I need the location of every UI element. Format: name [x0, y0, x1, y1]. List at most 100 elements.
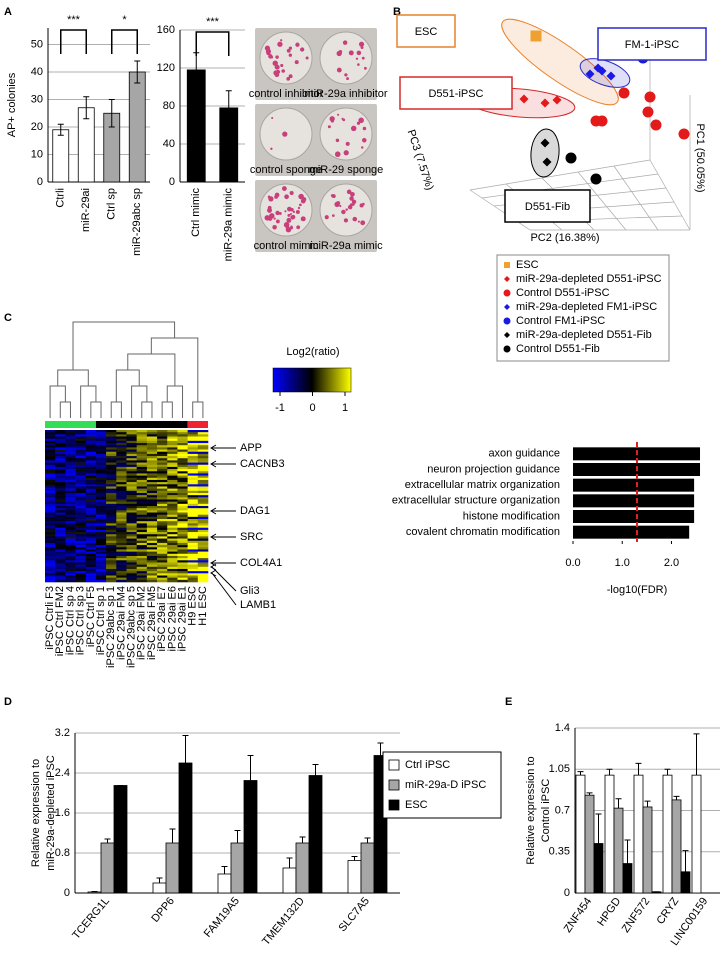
heatmap-cell [157, 577, 168, 581]
heatmap-cell [85, 430, 97, 433]
heatmap-cell [126, 495, 137, 498]
colony [267, 208, 272, 213]
heatmap-cell [187, 434, 199, 437]
heatmap-cell [157, 516, 168, 520]
heatmap-cell [106, 553, 117, 557]
heatmap-cell [197, 558, 209, 561]
colony [305, 56, 309, 60]
colony [360, 45, 364, 49]
heatmap-cell [116, 545, 127, 548]
heatmap-cell [65, 482, 76, 485]
heatmap-cell [177, 469, 188, 472]
heatmap-cell [146, 540, 158, 544]
heatmap-cell [177, 525, 188, 529]
heatmap-cell [106, 447, 117, 450]
heatmap-cell [85, 484, 97, 487]
colony [269, 213, 275, 219]
heatmap-cell [106, 475, 117, 479]
colony [336, 50, 342, 57]
gene-label: DAG1 [240, 505, 270, 517]
heatmap-cell [126, 529, 137, 533]
heatmap-cell [65, 551, 76, 555]
legend-label: ESC [516, 259, 539, 271]
heatmap-cell [55, 568, 66, 572]
heatmap-cell [116, 456, 127, 459]
colony [272, 224, 277, 230]
heatmap-cell [146, 549, 158, 552]
heatmap-cell [75, 492, 87, 496]
heatmap-cell [75, 549, 87, 552]
heatmap-cell [167, 560, 178, 563]
sample-label: H1 ESC [197, 586, 209, 626]
heatmap-cell [197, 471, 209, 474]
heatmap-cell [187, 523, 199, 526]
heatmap-cell [106, 560, 117, 563]
heatmap-cell [65, 479, 76, 483]
heatmap-cell [177, 445, 188, 448]
heatmap-cell [146, 440, 158, 444]
heatmap-cell [55, 519, 66, 522]
heatmap-cell [95, 551, 107, 555]
colony [288, 53, 292, 57]
heatmap-cell [65, 560, 76, 563]
heatmap-cell [106, 440, 117, 444]
bar [308, 775, 323, 894]
heatmap-cell [136, 577, 148, 581]
heatmap-cell [106, 449, 117, 453]
colony [349, 196, 354, 201]
heatmap-cell [106, 432, 117, 435]
heatmap-cell [197, 562, 209, 565]
heatmap-cell [45, 540, 56, 544]
heatmap-cell [197, 545, 209, 548]
colony [329, 116, 335, 122]
heatmap-cell [95, 575, 107, 578]
colony [362, 137, 367, 143]
heatmap-cell [167, 462, 178, 466]
heatmap-cell [167, 430, 178, 433]
y-tick-label: 1.4 [555, 722, 570, 734]
heatmap-cell [157, 551, 168, 555]
heatmap-cell [177, 449, 188, 453]
heatmap-cell [55, 573, 66, 576]
heatmap-cell [55, 503, 66, 507]
heatmap-cell [85, 547, 97, 550]
heatmap-cell [126, 558, 137, 561]
heatmap-cell [45, 534, 56, 537]
heatmap-cell [106, 519, 117, 522]
heatmap-cell [146, 512, 158, 515]
heatmap-cell [126, 492, 137, 496]
heatmap-cell [146, 492, 158, 496]
heatmap-cell [126, 449, 137, 453]
heatmap-cell [116, 566, 127, 570]
heatmap-cell [95, 523, 107, 526]
heatmap-cell [136, 432, 148, 435]
heatmap-cell [197, 519, 209, 522]
heatmap-cell [55, 542, 66, 546]
heatmap-cell [126, 516, 137, 520]
heatmap-cell [146, 447, 158, 450]
heatmap-cell [136, 436, 148, 439]
heatmap-cell [177, 456, 188, 459]
colony [268, 54, 273, 59]
heatmap-cell [167, 473, 178, 476]
heatmap-cell [65, 477, 76, 481]
heatmap-cell [116, 540, 127, 544]
heatmap-cell [187, 469, 199, 472]
heatmap-cell [167, 499, 178, 502]
legend-box [382, 751, 502, 819]
pca-point [519, 94, 529, 104]
heatmap-cell [65, 432, 76, 435]
heatmap-cell [146, 510, 158, 513]
heatmap-cell [95, 430, 107, 433]
heatmap-cell [167, 551, 178, 555]
heatmap-cell [106, 462, 117, 466]
heatmap-cell [136, 497, 148, 500]
heatmap-cell [136, 579, 148, 583]
heatmap-cell [187, 579, 199, 583]
heatmap-cell [177, 519, 188, 522]
heatmap-cell [197, 464, 209, 468]
heatmap-cell [126, 464, 137, 468]
heatmap-cell [85, 560, 97, 563]
heatmap-cell [116, 553, 127, 557]
error-bar [635, 762, 642, 776]
